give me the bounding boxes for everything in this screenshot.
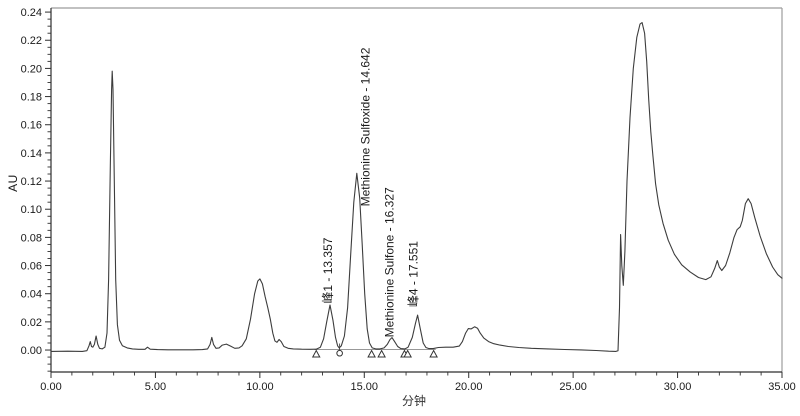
x-tick-label: 5.00: [145, 381, 166, 393]
y-tick-label: 0.10: [21, 204, 42, 216]
x-tick-label: 20.00: [455, 381, 483, 393]
integration-marker-triangle: [311, 349, 321, 358]
x-tick-label: 35.00: [768, 381, 796, 393]
y-tick-label: 0.16: [21, 120, 42, 132]
y-tick-label: 0.24: [21, 7, 42, 19]
y-axis-title: AU: [6, 174, 20, 192]
chromatogram-trace: [50, 22, 783, 352]
y-tick-label: 0.04: [21, 289, 42, 301]
peak-label: Methionine Sulfoxide - 14.642: [359, 47, 373, 206]
y-tick-label: 0.22: [21, 35, 42, 47]
y-tick-label: 0.14: [21, 148, 42, 160]
y-tick-label: 0.20: [21, 63, 42, 75]
y-tick-label: 0.02: [21, 317, 42, 329]
integration-marker-circle: [336, 349, 343, 357]
x-tick-label: 10.00: [246, 381, 274, 393]
x-tick-label: 25.00: [559, 381, 587, 393]
x-tick-label: 30.00: [664, 381, 692, 393]
integration-marker-triangle: [403, 349, 412, 358]
y-tick-label: 0.06: [21, 261, 42, 273]
integration-marker-triangle: [429, 349, 438, 358]
peak-label: Methionine Sulfone - 16.327: [383, 187, 397, 337]
peak-label: 峰4 - 17.551: [407, 241, 421, 307]
x-tick-label: 15.00: [351, 381, 379, 393]
y-tick-label: 0.12: [21, 176, 42, 188]
y-tick-label: 0.08: [21, 232, 42, 244]
integration-marker-triangle: [377, 349, 386, 358]
y-tick-label: 0.00: [21, 345, 42, 357]
peak-label: 峰1 - 13.357: [321, 237, 335, 303]
x-axis-title: 分钟: [402, 394, 427, 408]
x-tick-label: 0.00: [40, 381, 61, 393]
integration-marker-triangle: [367, 349, 376, 358]
y-tick-label: 0.18: [21, 92, 42, 104]
